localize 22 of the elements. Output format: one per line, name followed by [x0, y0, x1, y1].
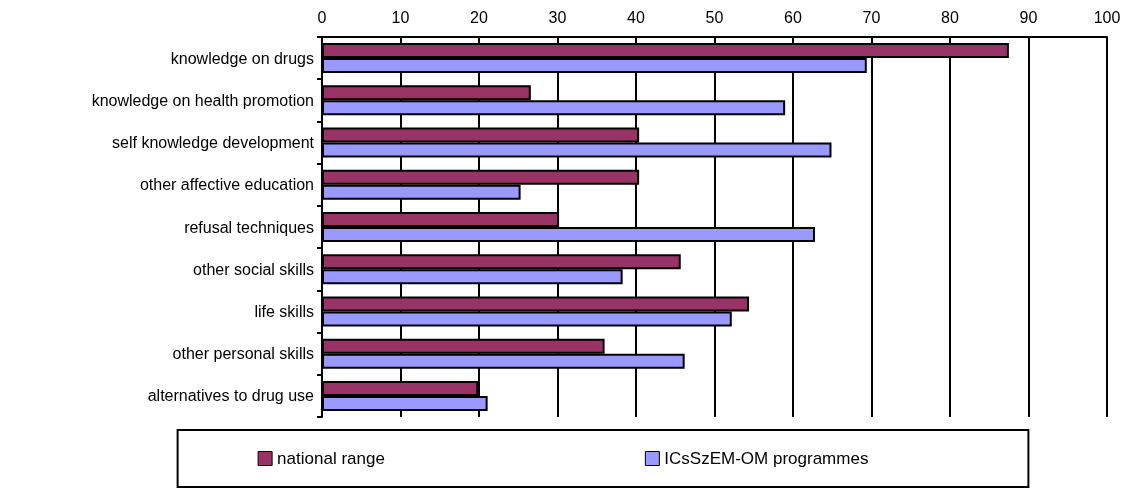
- x-tick-label: 20: [470, 8, 488, 26]
- x-tick-label: 40: [627, 8, 645, 26]
- legend-label: national range: [277, 449, 385, 468]
- y-tick-label: knowledge on health promotion: [91, 91, 314, 109]
- y-tick-label: self knowledge development: [112, 134, 315, 152]
- y-tick-label: knowledge on drugs: [170, 49, 314, 67]
- x-tick-label: 80: [941, 8, 959, 26]
- x-tick-label: 90: [1019, 8, 1038, 26]
- y-tick-label: life skills: [254, 302, 314, 320]
- x-tick-label: 0: [317, 8, 327, 26]
- y-tick-label: other personal skills: [172, 345, 314, 363]
- y-tick-label: other affective education: [139, 176, 314, 194]
- x-tick-label: 60: [784, 8, 802, 26]
- x-tick-label: 100: [1093, 8, 1121, 26]
- x-tick-label: 50: [705, 8, 724, 26]
- y-tick-label: alternatives to drug use: [147, 387, 315, 405]
- x-tick-label: 10: [391, 8, 410, 26]
- y-tick-label: refusal techniques: [184, 218, 314, 236]
- legend-label: ICsSzEM-OM programmes: [664, 449, 869, 468]
- y-tick-label: other social skills: [193, 260, 314, 278]
- x-tick-label: 30: [548, 8, 567, 26]
- x-tick-label: 70: [862, 8, 881, 26]
